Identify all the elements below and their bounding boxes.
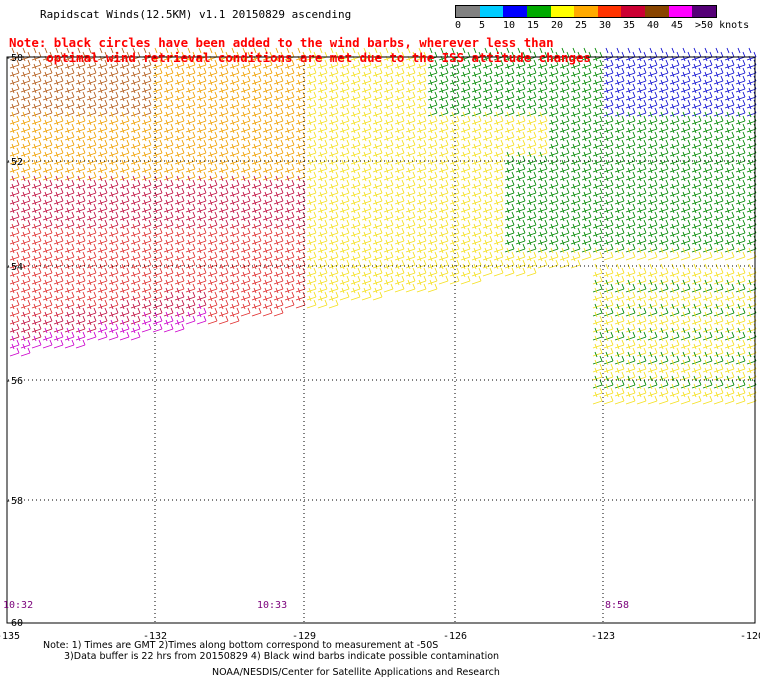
latitude-axis: -50 -52 -54 -56 -58 -60 <box>5 53 23 629</box>
warning-note: Note: black circles have been added to t… <box>9 35 591 65</box>
lon-tick-label: -120 <box>740 631 760 642</box>
colorbar-label: 20 <box>551 20 564 31</box>
warning-note-line1: Note: black circles have been added to t… <box>9 35 554 50</box>
colorbar-swatch <box>692 6 717 17</box>
wind-speed-colorbar <box>455 5 717 18</box>
colorbar-labels: 0 5 10 15 20 25 30 35 40 45 >50 knots <box>449 20 760 34</box>
colorbar-label: 5 <box>479 20 486 31</box>
colorbar-label: >50 knots <box>695 20 750 31</box>
colorbar-label: 45 <box>671 20 684 31</box>
lon-tick-label: -135 <box>0 631 20 642</box>
colorbar-swatch <box>597 6 622 17</box>
time-label-3: 8:58 <box>605 600 630 611</box>
colorbar-swatch <box>645 6 669 17</box>
lon-tick-label: -126 <box>443 631 467 642</box>
colorbar-swatch <box>550 6 575 17</box>
lon-tick-label: -132 <box>143 631 167 642</box>
colorbar-label: 0 <box>455 20 462 31</box>
wind-barb-field <box>9 47 757 405</box>
colorbar-label: 40 <box>647 20 660 31</box>
warning-note-line2: optimal wind retrieval conditions are me… <box>9 50 591 65</box>
footer-line2: 3)Data buffer is 22 hrs from 20150829 4)… <box>64 651 500 662</box>
colorbar-swatch <box>503 6 527 17</box>
colorbar-label: 35 <box>623 20 636 31</box>
colorbar-swatch <box>456 6 480 17</box>
colorbar-swatch <box>574 6 598 17</box>
lat-tick-label: -50 <box>5 53 23 64</box>
lat-tick-label: -60 <box>5 618 23 629</box>
colorbar-swatch <box>668 6 693 17</box>
map-frame <box>6 56 756 624</box>
colorbar-label: 30 <box>599 20 612 31</box>
colorbar-swatch <box>526 6 551 17</box>
lon-tick-label: -129 <box>292 631 316 642</box>
lon-tick-label: -123 <box>591 631 615 642</box>
colorbar-swatch <box>621 6 646 17</box>
time-label-1: 10:32 <box>3 600 34 611</box>
colorbar-swatch <box>479 6 504 17</box>
lat-tick-label: -56 <box>5 376 23 387</box>
colorbar-label: 10 <box>503 20 516 31</box>
footer-credit: NOAA/NESDIS/Center for Satellite Applica… <box>212 667 500 678</box>
colorbar-label: 25 <box>575 20 588 31</box>
chart-title: Rapidscat Winds(12.5KM) v1.1 20150829 as… <box>40 8 352 21</box>
footer-line1: Note: 1) Times are GMT 2)Times along bot… <box>43 640 439 651</box>
lat-tick-label: -52 <box>5 157 23 168</box>
colorbar-label: 15 <box>527 20 540 31</box>
time-label-2: 10:33 <box>257 600 288 611</box>
lat-tick-label: -58 <box>5 496 23 507</box>
lat-tick-label: -54 <box>5 262 23 273</box>
longitude-axis: -135 -132 -129 -126 -123 -120 <box>0 631 760 642</box>
map-grid <box>8 57 755 622</box>
